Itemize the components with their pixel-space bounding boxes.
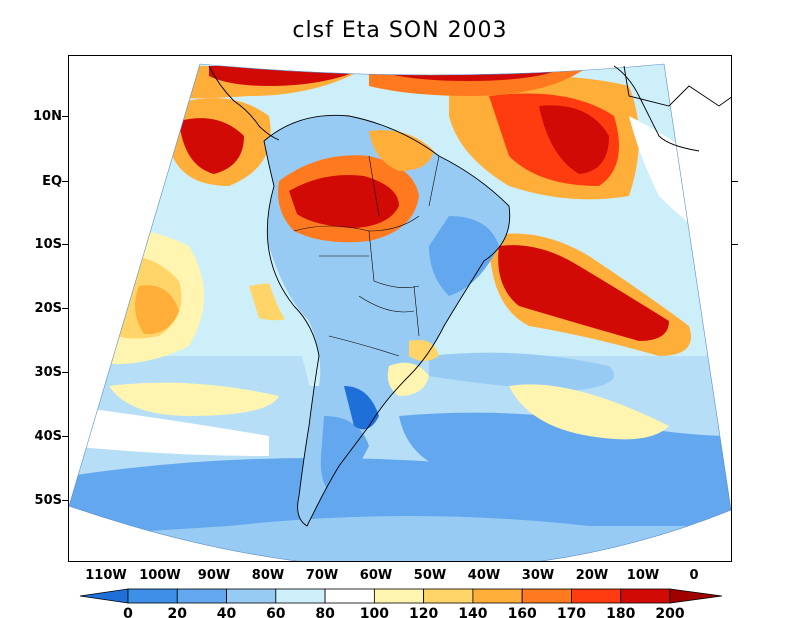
y-tick-label: 20S [34, 301, 62, 316]
colorbar-segment [423, 588, 474, 604]
colorbar-label: 40 [217, 606, 237, 618]
x-tick-label: 30W [521, 568, 555, 583]
x-tick-label: 90W [197, 568, 231, 583]
y-tick [62, 116, 68, 117]
y-tick-label: 10N [33, 109, 62, 124]
colorbar-label: 200 [655, 606, 684, 618]
colorbar-label: 180 [606, 606, 635, 618]
colorbar-segment [226, 588, 277, 604]
colorbar-arrow-low [79, 588, 129, 604]
colorbar-segment [373, 588, 425, 604]
colorbar-label: 80 [315, 606, 335, 618]
y-tick [62, 436, 68, 437]
x-tick-label: 0 [689, 568, 699, 583]
y-tick [732, 181, 738, 182]
y-tick [62, 244, 68, 245]
y-tick-label: 50S [34, 493, 62, 508]
x-tick-label: 50W [413, 568, 447, 583]
y-tick [62, 372, 68, 373]
y-tick-label: 30S [34, 365, 62, 380]
y-tick [62, 308, 68, 309]
shaded-field [69, 64, 731, 561]
y-tick-label: 40S [34, 429, 62, 444]
colorbar-segment [571, 588, 622, 604]
map-title: clsf Eta SON 2003 [292, 18, 508, 43]
x-tick-label: 80W [251, 568, 285, 583]
coastlines [208, 65, 731, 527]
colorbar-label: 120 [409, 606, 438, 618]
x-tick-label: 110W [85, 568, 127, 583]
colorbar-segment [176, 588, 227, 604]
x-tick-label: 40W [467, 568, 501, 583]
y-tick [62, 181, 68, 182]
x-tick-label: 20W [575, 568, 609, 583]
colorbar-label: 20 [168, 606, 188, 618]
x-tick-label: 60W [359, 568, 393, 583]
y-tick [732, 244, 738, 245]
colorbar-label: 100 [360, 606, 389, 618]
colorbar-arrow-high [669, 588, 723, 604]
colorbar-segment [620, 588, 671, 604]
x-tick-label: 70W [305, 568, 339, 583]
colorbar-segment [127, 588, 178, 604]
map-panel [68, 55, 732, 562]
colorbar-label: 170 [557, 606, 586, 618]
y-tick [62, 500, 68, 501]
x-tick-label: 100W [139, 568, 181, 583]
colorbar-label: 160 [508, 606, 537, 618]
colorbar-label: 140 [458, 606, 487, 618]
y-tick-label: EQ [42, 174, 62, 189]
colorbar-segment [521, 588, 572, 604]
colorbar-label: 0 [123, 606, 133, 618]
colorbar-label: 60 [266, 606, 286, 618]
colorbar-segment [324, 588, 375, 604]
y-tick-label: 10S [34, 237, 62, 252]
colorbar-segment [275, 588, 326, 604]
colorbar-segment [472, 588, 523, 604]
x-tick-label: 10W [626, 568, 660, 583]
map-field [69, 63, 731, 561]
country-borders [293, 155, 440, 357]
